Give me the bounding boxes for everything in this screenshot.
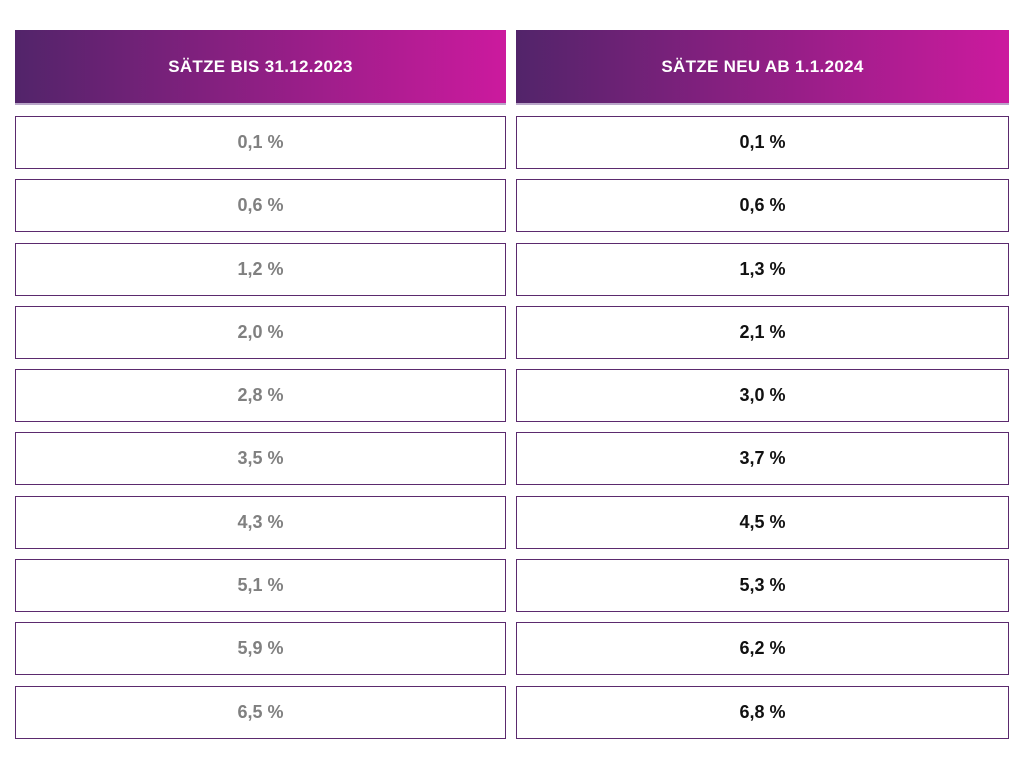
- new-rate-cell: 0,6 %: [516, 179, 1009, 233]
- old-rate-cell: 2,8 %: [15, 369, 506, 423]
- table-row: 0,1 % 0,1 %: [15, 116, 1009, 169]
- new-rate-cell: 3,7 %: [516, 432, 1009, 486]
- header-new-rates: SÄTZE NEU AB 1.1.2024: [516, 30, 1009, 105]
- new-rate-cell: 6,8 %: [516, 685, 1009, 739]
- old-rate-cell: 2,0 %: [15, 305, 506, 359]
- new-rate-cell: 5,3 %: [516, 559, 1009, 613]
- new-rate-cell: 6,2 %: [516, 622, 1009, 676]
- new-rate-cell: 1,3 %: [516, 242, 1009, 296]
- table-row: 5,1 % 5,3 %: [15, 559, 1009, 613]
- rate-comparison-table: SÄTZE BIS 31.12.2023 SÄTZE NEU AB 1.1.20…: [15, 30, 1009, 749]
- new-rate-cell: 3,0 %: [516, 369, 1009, 423]
- table-row: 5,9 % 6,2 %: [15, 622, 1009, 676]
- table-row: 1,2 % 1,3 %: [15, 242, 1009, 296]
- new-rate-cell: 4,5 %: [516, 495, 1009, 549]
- table-row: 0,6 % 0,6 %: [15, 179, 1009, 233]
- old-rate-cell: 5,9 %: [15, 622, 506, 676]
- old-rate-cell: 6,5 %: [15, 685, 506, 739]
- old-rate-cell: 5,1 %: [15, 559, 506, 613]
- old-rate-cell: 0,1 %: [15, 116, 506, 169]
- table-row: 3,5 % 3,7 %: [15, 432, 1009, 486]
- old-rate-cell: 1,2 %: [15, 242, 506, 296]
- table-row: 2,8 % 3,0 %: [15, 369, 1009, 423]
- new-rate-cell: 2,1 %: [516, 305, 1009, 359]
- new-rate-cell: 0,1 %: [516, 116, 1009, 169]
- table-row: 6,5 % 6,8 %: [15, 685, 1009, 739]
- table-body: 0,1 % 0,1 % 0,6 % 0,6 % 1,2 % 1,3 % 2,0 % 2,1 %…: [15, 116, 1009, 739]
- old-rate-cell: 3,5 %: [15, 432, 506, 486]
- table-header-row: SÄTZE BIS 31.12.2023 SÄTZE NEU AB 1.1.20…: [15, 30, 1009, 105]
- header-old-rates: SÄTZE BIS 31.12.2023: [15, 30, 506, 105]
- old-rate-cell: 0,6 %: [15, 179, 506, 233]
- table-row: 2,0 % 2,1 %: [15, 305, 1009, 359]
- old-rate-cell: 4,3 %: [15, 495, 506, 549]
- table-row: 4,3 % 4,5 %: [15, 495, 1009, 549]
